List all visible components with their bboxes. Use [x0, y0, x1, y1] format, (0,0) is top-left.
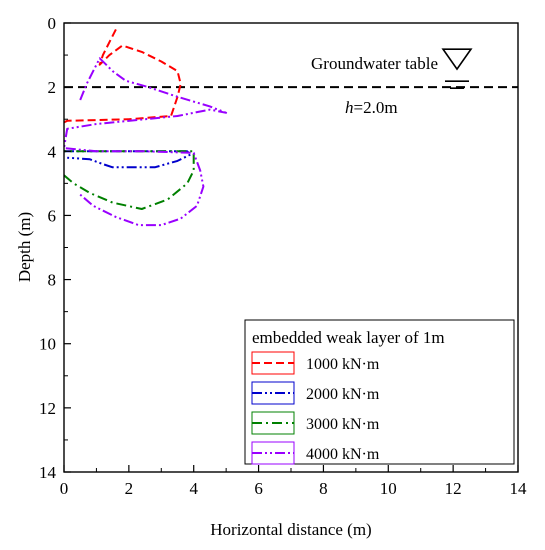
legend-label-3: 3000 kN·m [306, 416, 380, 433]
y-tick-label: 10 [39, 335, 56, 354]
legend-label-1: 1000 kN·m [306, 356, 380, 373]
y-tick-label: 4 [48, 142, 57, 161]
legend: embedded weak layer of 1m 1000 kN·m 2000 … [244, 319, 515, 465]
legend-title: embedded weak layer of 1m [252, 328, 445, 347]
legend-items: 1000 kN·m 2000 kN·m 3000 kN·m 4000 kN·m [251, 351, 380, 465]
y-tick-label: 14 [39, 463, 57, 482]
series-group [64, 28, 228, 227]
series-line-4 [64, 57, 228, 227]
x-tick-label: 8 [319, 479, 328, 498]
series-line-1 [64, 28, 182, 124]
x-tick-label: 4 [189, 479, 198, 498]
legend-label-4: 4000 kN·m [306, 446, 380, 463]
y-tick-label: 12 [39, 399, 56, 418]
x-axis-label: Horizontal distance (m) [210, 520, 371, 539]
y-tick-label: 6 [48, 206, 57, 225]
x-tick-label: 10 [380, 479, 397, 498]
groundwater-label: Groundwater table [311, 54, 438, 73]
water-table-symbol-icon [441, 48, 473, 89]
y-tick-label: 8 [48, 271, 57, 290]
series-line-2 [64, 150, 192, 169]
legend-label-2: 2000 kN·m [306, 386, 380, 403]
y-tick-label: 0 [48, 14, 57, 33]
series-line-3 [64, 150, 195, 210]
h-annotation: h=2.0m [345, 98, 398, 117]
y-tick-label: 2 [48, 78, 57, 97]
x-tick-label: 2 [125, 479, 134, 498]
y-axis-label: Depth (m) [15, 212, 34, 282]
x-tick-label: 0 [60, 479, 69, 498]
groundwater-annotation: Groundwater table h=2.0m [64, 48, 518, 117]
x-tick-label: 14 [510, 479, 528, 498]
x-tick-label: 6 [254, 479, 263, 498]
x-tick-label: 12 [445, 479, 462, 498]
